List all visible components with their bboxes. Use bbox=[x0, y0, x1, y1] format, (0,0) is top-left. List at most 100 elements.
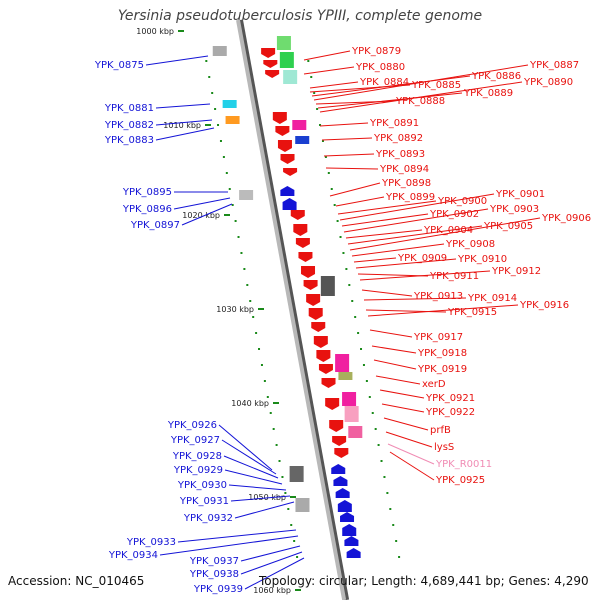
gene-label: YPK_0884 bbox=[359, 77, 409, 88]
gene-label: YPK_0895 bbox=[122, 187, 172, 198]
scale-label: 1010 kbp bbox=[163, 121, 201, 130]
label-connector bbox=[343, 208, 489, 233]
gene-label: YPK_0888 bbox=[395, 96, 445, 107]
feature-box bbox=[212, 46, 227, 56]
scale-label: 1040 kbp bbox=[231, 399, 269, 408]
gene-label: YPK_0918 bbox=[417, 348, 467, 359]
inner-dot-track bbox=[225, 172, 228, 174]
label-connector bbox=[351, 243, 445, 257]
label-connector bbox=[240, 551, 303, 575]
gene-label: YPK_0908 bbox=[445, 239, 495, 250]
outer-dot-track bbox=[398, 556, 401, 558]
inner-dot-track bbox=[252, 316, 255, 318]
outer-dot-track bbox=[354, 316, 357, 318]
label-connector bbox=[224, 469, 283, 485]
label-connector bbox=[309, 81, 359, 89]
inner-dot-track bbox=[205, 60, 208, 62]
scale-tick bbox=[224, 214, 230, 216]
gene-label: xerD bbox=[422, 379, 446, 390]
gene-label: YPK_0893 bbox=[375, 149, 425, 160]
label-connector-layer bbox=[145, 50, 541, 590]
feature-box bbox=[289, 466, 304, 482]
inner-dot-track bbox=[240, 252, 243, 254]
label-connector bbox=[373, 359, 417, 370]
outer-dot-track bbox=[345, 268, 348, 270]
feature-box bbox=[239, 190, 254, 200]
gene-label: YPK_0921 bbox=[425, 393, 475, 404]
feature-box bbox=[225, 116, 240, 124]
reverse-gene-arrow bbox=[335, 488, 350, 498]
label-connector bbox=[389, 451, 435, 481]
label-connector bbox=[341, 213, 429, 227]
forward-gene-arrow bbox=[280, 154, 295, 164]
inner-dot-track bbox=[296, 556, 299, 558]
label-connector bbox=[325, 167, 379, 170]
inner-dot-track bbox=[231, 204, 234, 206]
feature-box bbox=[276, 36, 291, 50]
gene-label: YPK_0892 bbox=[373, 133, 423, 144]
label-connector bbox=[240, 545, 301, 562]
scale-label: 1020 kbp bbox=[182, 211, 220, 220]
outer-dot-track bbox=[395, 540, 398, 542]
forward-gene-arrow bbox=[265, 70, 280, 78]
label-connector bbox=[379, 389, 425, 399]
label-connector bbox=[317, 92, 463, 109]
forward-gene-arrow bbox=[313, 336, 328, 348]
scale-tick bbox=[205, 124, 211, 126]
label-connector bbox=[228, 484, 287, 491]
gene-label: YPK_0937 bbox=[189, 556, 239, 567]
gene-label: lysS bbox=[434, 442, 454, 453]
inner-dot-track bbox=[243, 268, 246, 270]
label-connector bbox=[155, 119, 213, 126]
forward-gene-arrow bbox=[261, 48, 276, 58]
scale-label: 1030 kbp bbox=[216, 305, 254, 314]
label-connector bbox=[221, 439, 277, 475]
gene-label: YPK_0938 bbox=[189, 569, 239, 580]
inner-dot-track bbox=[284, 492, 287, 494]
gene-label: YPK_0910 bbox=[457, 254, 507, 265]
feature-box bbox=[342, 392, 357, 406]
gene-label: YPK_0902 bbox=[429, 209, 479, 220]
label-connector bbox=[349, 217, 541, 251]
forward-gene-arrow bbox=[290, 210, 305, 220]
gene-label: YPK_0883 bbox=[104, 135, 154, 146]
forward-gene-arrow bbox=[277, 140, 292, 152]
forward-gene-arrow bbox=[295, 238, 310, 248]
inner-dot-track bbox=[278, 460, 281, 462]
inner-dot-track bbox=[260, 364, 263, 366]
label-connector bbox=[177, 529, 297, 543]
feature-box bbox=[348, 426, 363, 438]
gene-label: YPK_0934 bbox=[108, 550, 158, 561]
inner-dot-track bbox=[287, 508, 290, 510]
inner-dot-track bbox=[219, 140, 222, 142]
outer-dot-track bbox=[319, 124, 322, 126]
feature-box bbox=[335, 354, 350, 372]
inner-dot-track bbox=[228, 188, 231, 190]
label-connector bbox=[385, 431, 433, 448]
forward-gene-arrow bbox=[332, 436, 347, 446]
label-connector bbox=[339, 193, 495, 221]
inner-dot-track bbox=[258, 348, 261, 350]
gene-label: YPK_0885 bbox=[411, 80, 461, 91]
gene-label: YPK_0928 bbox=[172, 451, 222, 462]
label-connector bbox=[313, 64, 529, 101]
genome-summary-text: Topology: circular; Length: 4,689,441 bp… bbox=[259, 574, 589, 588]
reverse-gene-arrow bbox=[282, 198, 297, 210]
outer-dot-track bbox=[357, 332, 360, 334]
feature-box bbox=[279, 52, 294, 68]
label-connector bbox=[218, 424, 273, 471]
gene-label: YPK_R0011 bbox=[435, 459, 492, 470]
gene-label: YPK_0915 bbox=[447, 307, 497, 318]
accession-text: Accession: NC_010465 bbox=[8, 574, 145, 588]
label-connector bbox=[319, 81, 523, 113]
label-connector bbox=[159, 535, 299, 556]
reverse-gene-arrow bbox=[342, 524, 357, 536]
outer-dot-track bbox=[377, 444, 380, 446]
gene-label: YPK_0922 bbox=[425, 407, 475, 418]
gene-label: YPK_0887 bbox=[529, 60, 579, 71]
gene-label: YPK_0930 bbox=[177, 480, 227, 491]
gene-label: YPK_0881 bbox=[104, 103, 154, 114]
label-connector bbox=[347, 225, 483, 245]
outer-dot-track bbox=[333, 204, 336, 206]
outer-dot-track bbox=[386, 492, 389, 494]
